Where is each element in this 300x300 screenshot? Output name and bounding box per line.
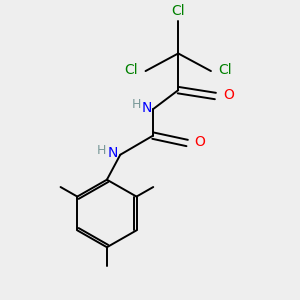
Text: H: H bbox=[96, 144, 106, 157]
Text: O: O bbox=[195, 134, 206, 148]
Text: O: O bbox=[223, 88, 234, 101]
Text: N: N bbox=[108, 146, 118, 160]
Text: H: H bbox=[132, 98, 141, 111]
Text: Cl: Cl bbox=[124, 63, 138, 76]
Text: Cl: Cl bbox=[171, 4, 185, 18]
Text: N: N bbox=[142, 101, 152, 115]
Text: Cl: Cl bbox=[218, 63, 232, 76]
